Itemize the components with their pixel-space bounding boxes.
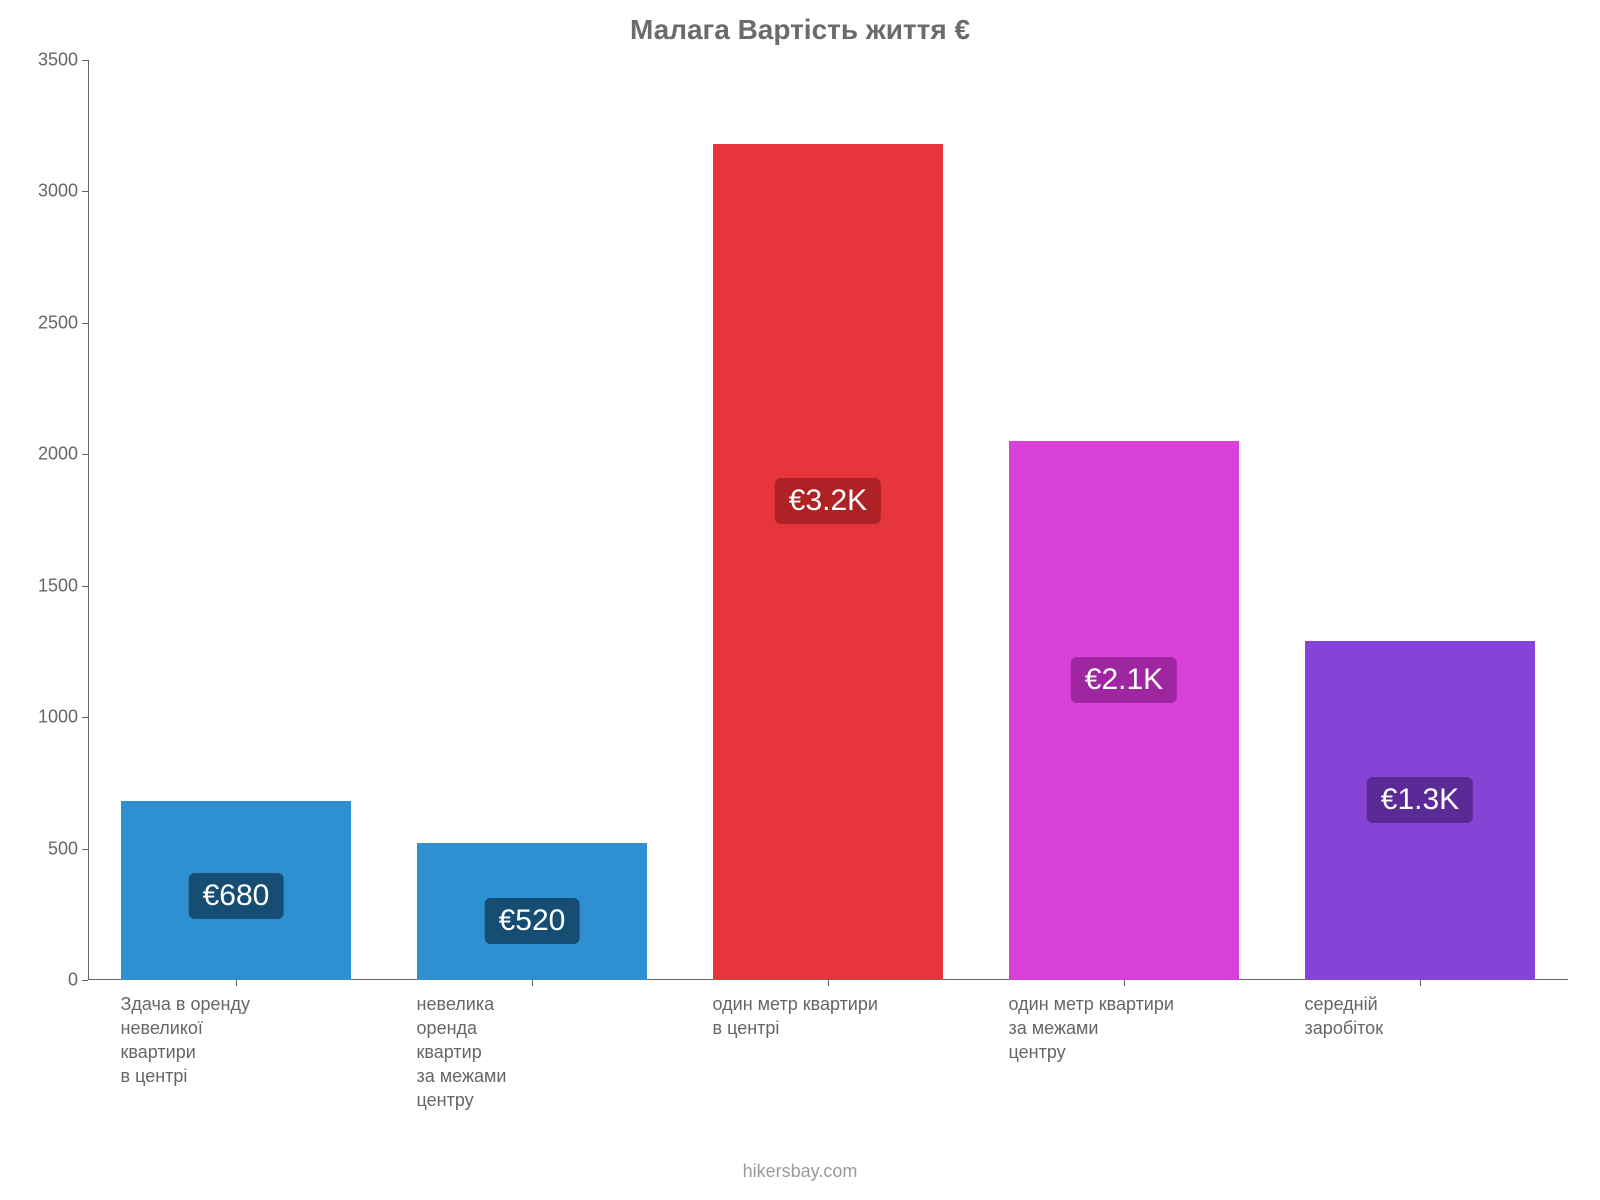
bar: €2.1K — [1009, 441, 1240, 980]
bar-value-badge: €3.2K — [775, 478, 881, 524]
y-tick-label: 2000 — [38, 444, 88, 465]
chart-title: Малага Вартість життя € — [0, 14, 1600, 46]
y-tick-label: 3500 — [38, 50, 88, 71]
bars-container: €680 €520 €3.2K €2.1K €1.3K — [88, 60, 1568, 980]
cost-of-living-chart: Малага Вартість життя € €680 €520 €3.2K €2.… — [0, 0, 1600, 1200]
chart-footer: hikersbay.com — [0, 1161, 1600, 1182]
bar: €680 — [121, 801, 352, 980]
plot-area: €680€520€3.2K€2.1K€1.3K 0500100015002000… — [88, 60, 1568, 980]
bar-value-badge: €1.3K — [1367, 777, 1473, 823]
y-tick-label: 2500 — [38, 312, 88, 333]
bar: €1.3K — [1305, 641, 1536, 980]
y-tick-label: 1000 — [38, 707, 88, 728]
y-tick-label: 1500 — [38, 575, 88, 596]
y-tick-label: 0 — [68, 970, 88, 991]
x-category-label: один метр квартирив центрі — [713, 980, 944, 1040]
y-tick-label: 3000 — [38, 181, 88, 202]
x-category-label: Здача в орендуневеликоїквартирив центрі — [121, 980, 352, 1088]
bar-value-badge: €680 — [189, 873, 284, 919]
bar-value-badge: €2.1K — [1071, 657, 1177, 703]
bar: €520 — [417, 843, 648, 980]
x-category-label: один метр квартириза межамицентру — [1009, 980, 1240, 1064]
x-category-label: невеликаорендаквартирза межамицентру — [417, 980, 648, 1112]
bar-value-badge: €520 — [485, 898, 580, 944]
bar: €3.2K — [713, 144, 944, 980]
x-category-label: середнійзаробіток — [1305, 980, 1536, 1040]
y-tick-label: 500 — [48, 838, 88, 859]
